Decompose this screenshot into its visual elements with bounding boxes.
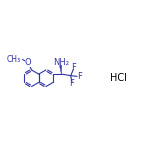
Text: HCl: HCl (110, 73, 127, 83)
Text: F: F (71, 63, 76, 72)
Text: F: F (77, 72, 82, 81)
Text: NH₂: NH₂ (53, 58, 69, 67)
Text: F: F (69, 79, 74, 88)
Polygon shape (60, 65, 62, 74)
Text: CH₃: CH₃ (7, 55, 21, 64)
Text: O: O (25, 58, 32, 67)
